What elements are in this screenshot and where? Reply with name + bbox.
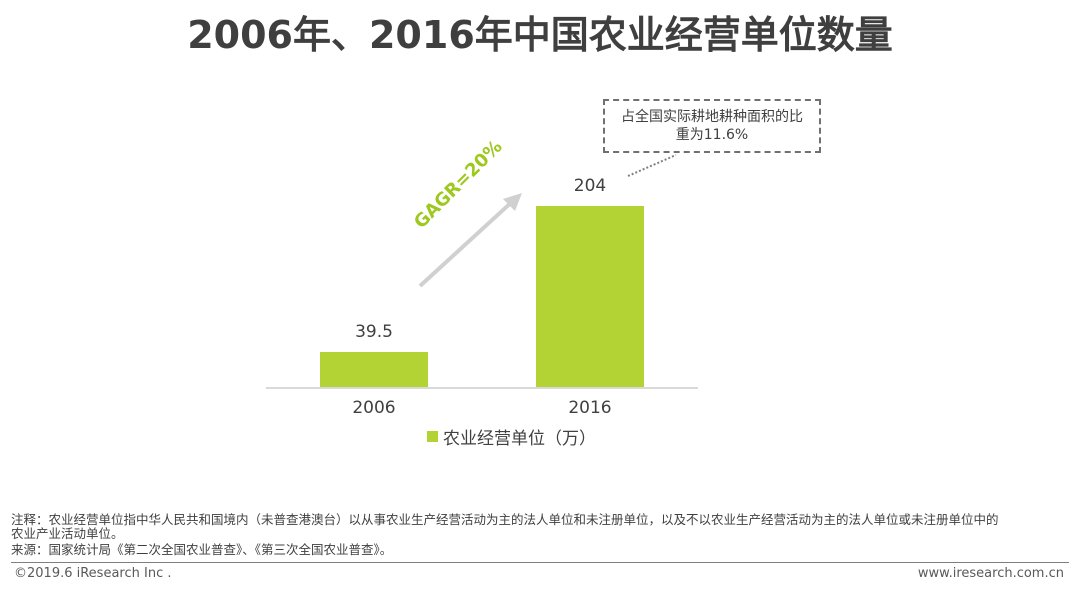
callout-line-2: 重为11.6%	[675, 127, 749, 143]
growth-arrow-icon	[418, 154, 677, 288]
bar-value-label-2016: 204	[573, 176, 607, 196]
callout-box: 占全国实际耕地耕种面积的比 重为11.6%	[603, 99, 821, 153]
x-axis-line	[266, 387, 698, 389]
website-url: www.iresearch.com.cn	[917, 566, 1064, 581]
bar-2016	[536, 206, 644, 387]
footnote-line-2: 农业产业活动单位。	[11, 526, 124, 541]
source-note: 来源：国家统计局《第二次全国农业普查》、《第三次全国农业普查》。	[11, 542, 393, 557]
bar-value-label-2006: 39.5	[355, 322, 393, 342]
bar-2006	[320, 352, 428, 387]
copyright: ©2019.6 iResearch Inc .	[14, 566, 172, 581]
legend: 农业经营单位（万）	[427, 424, 596, 449]
footnote-line-1: 注释：农业经营单位指中华人民共和国境内（未普查港澳台）以从事农业生产经营活动为主…	[11, 512, 999, 527]
footer-divider	[11, 562, 1069, 563]
legend-label: 农业经营单位（万）	[443, 429, 596, 449]
callout-line-1: 占全国实际耕地耕种面积的比	[621, 109, 803, 125]
chart-plot-area: 39.5 204 2006 2016 农业经营单位（万） GAGR=20% 占全…	[266, 99, 821, 449]
x-tick-2016: 2016	[568, 398, 612, 418]
x-tick-2006: 2006	[352, 398, 396, 418]
chart-title: 2006年、2016年中国农业经营单位数量	[187, 13, 893, 57]
legend-swatch	[427, 431, 438, 442]
